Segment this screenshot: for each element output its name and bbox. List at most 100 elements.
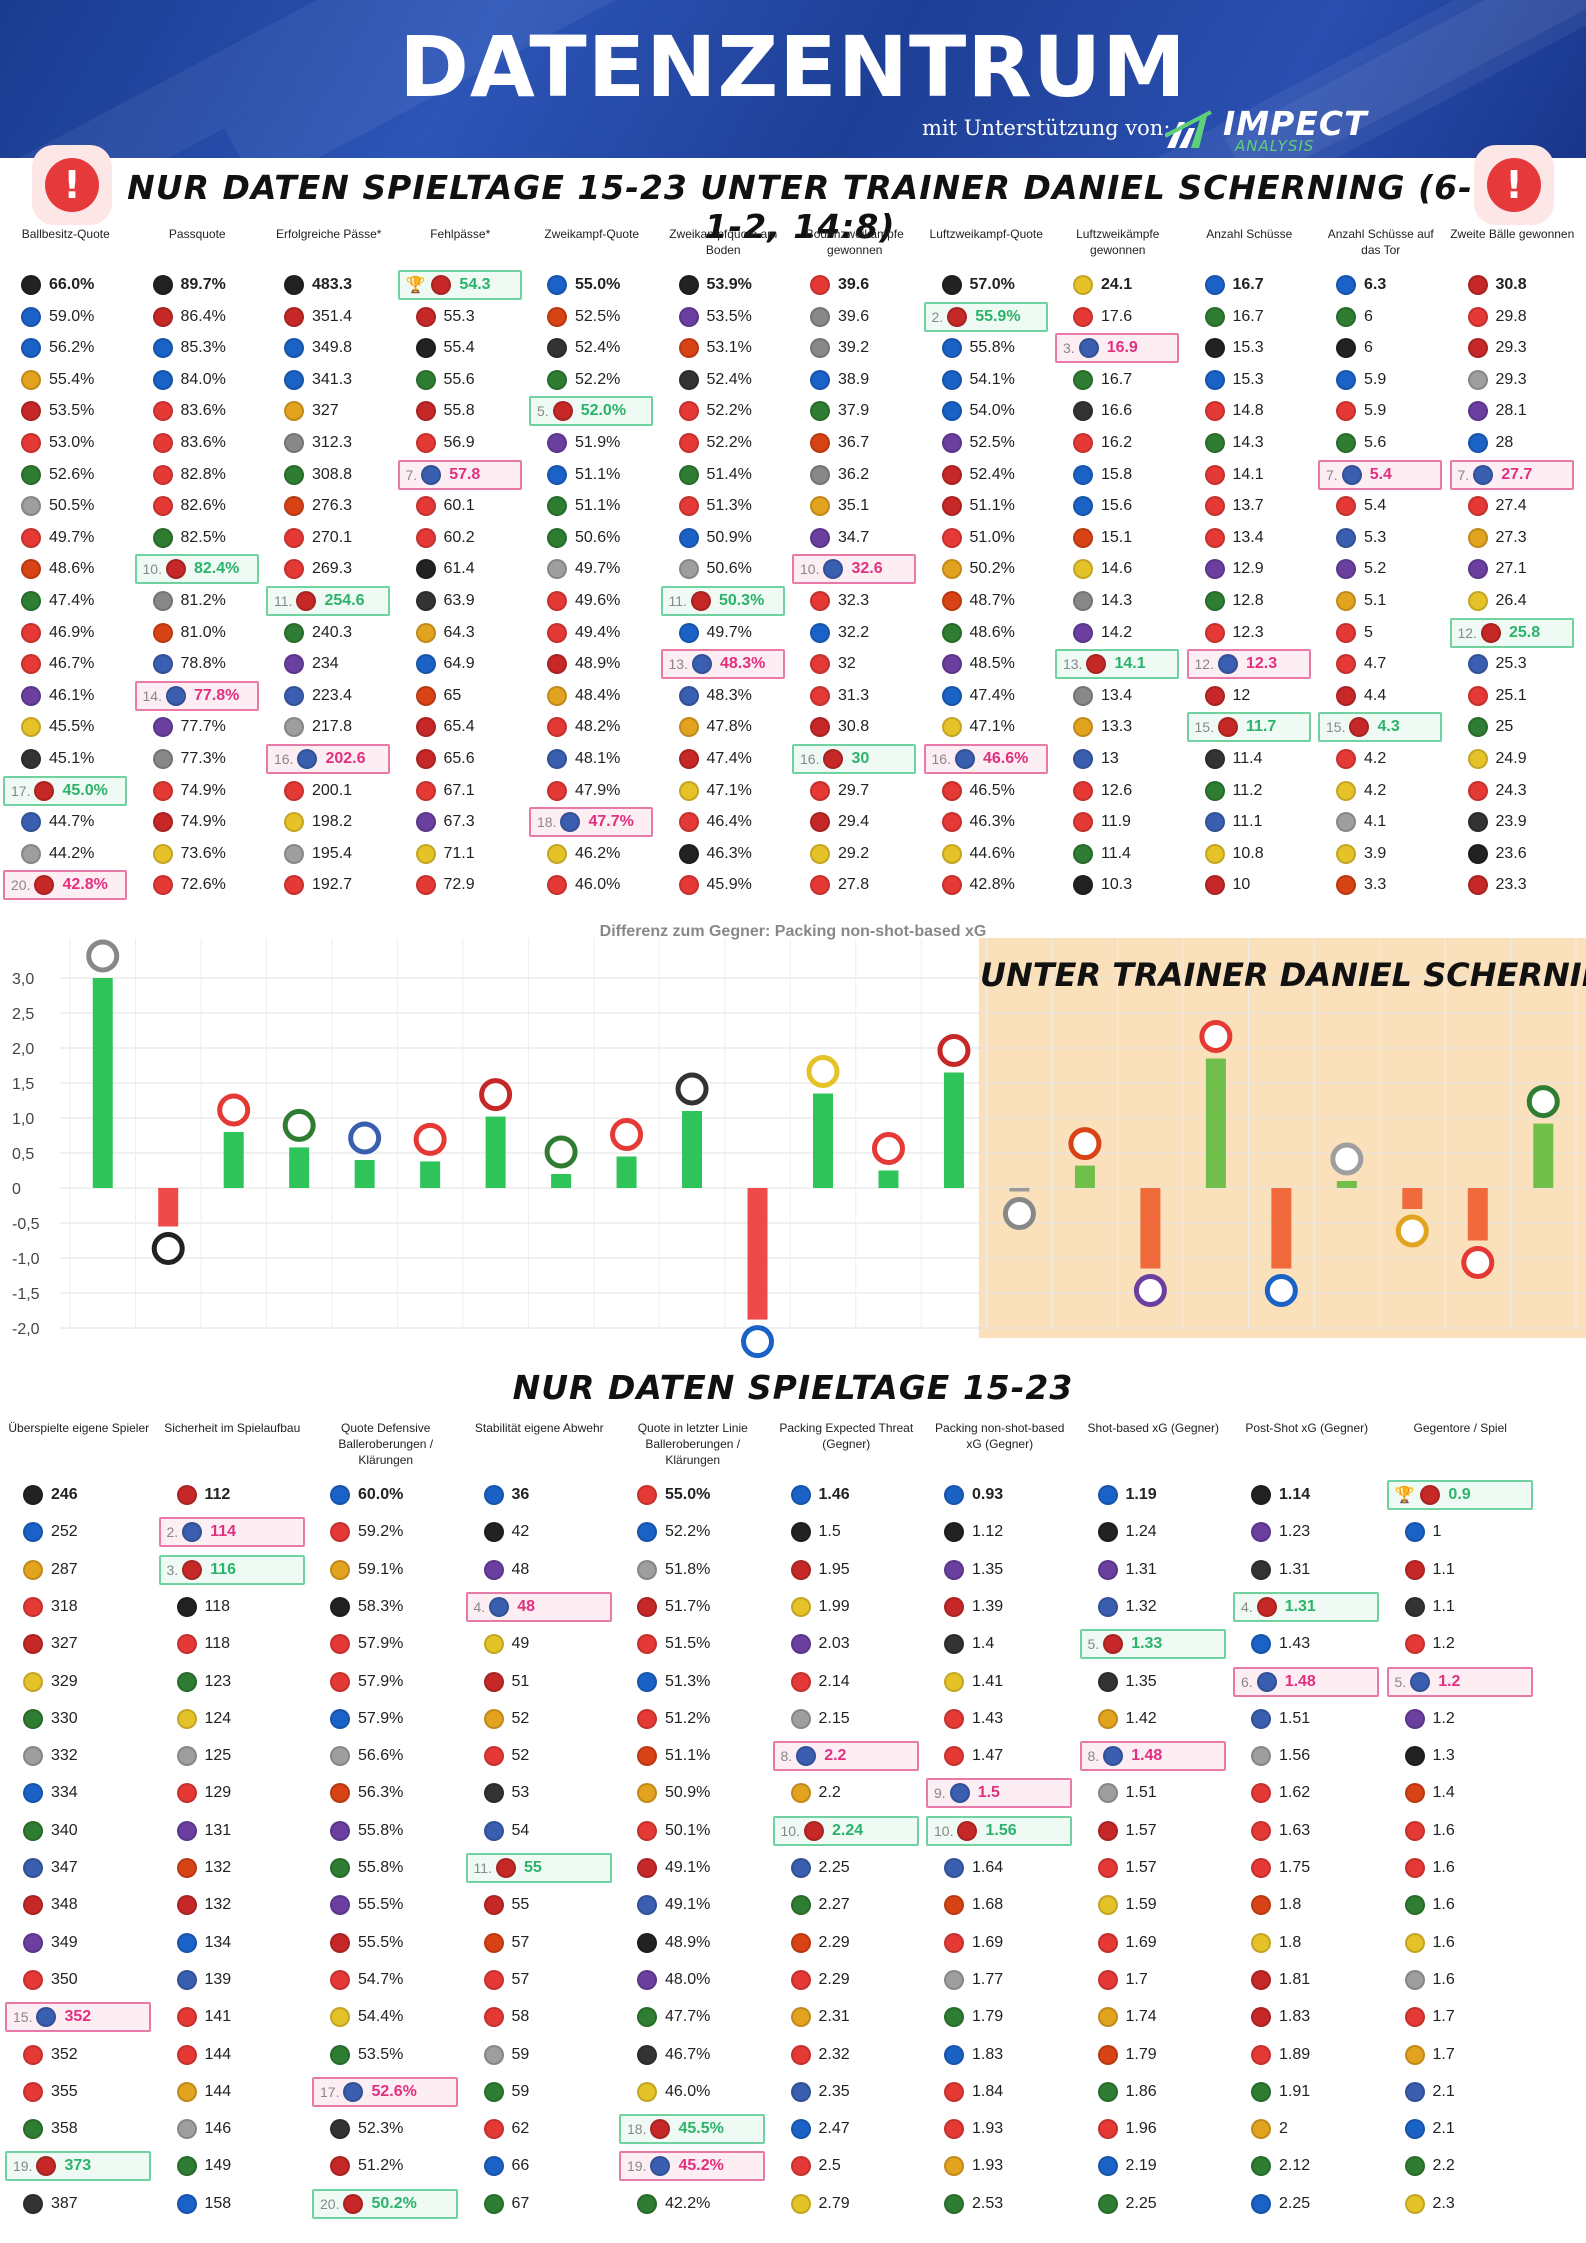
table-cell: 1.1: [1387, 1592, 1533, 1622]
club-crest-icon: [1336, 812, 1356, 833]
rank-label: 8.: [780, 1748, 793, 1765]
cell-value: 1.99: [818, 1597, 850, 1615]
cell-value: 1.23: [1279, 1523, 1311, 1541]
supporter-text: mit Unterstützung von:: [922, 116, 1171, 140]
column-header: Zweikampfquote am Boden: [669, 227, 778, 257]
cell-value: 52.4%: [706, 370, 752, 388]
cell-value: 51.3%: [665, 1672, 711, 1690]
table-cell: 51.1%: [529, 460, 653, 490]
club-crest-icon: [944, 1634, 964, 1655]
cell-value: 62: [511, 2120, 530, 2138]
table-cell: 83.6%: [135, 428, 259, 458]
club-crest-icon: [1336, 369, 1356, 390]
cell-value: 1.24: [1125, 1523, 1157, 1541]
table-cell: 24.3: [1450, 776, 1574, 806]
club-crest-icon: [1404, 2119, 1425, 2140]
table-cell: 51.1%: [924, 491, 1048, 521]
table-cell: 1.86: [1080, 2077, 1226, 2107]
club-crest-icon: [284, 654, 304, 675]
table-cell: 60.1: [398, 491, 522, 521]
table-cell: 1.6: [1387, 1816, 1533, 1846]
table-cell: 30.8: [1450, 270, 1574, 300]
club-crest-icon: [489, 1596, 510, 1617]
y-tick-label: -1,5: [12, 1286, 40, 1303]
club-crest-icon: [790, 1895, 811, 1916]
cell-value: 50.6%: [575, 528, 621, 546]
club-crest-icon: [296, 591, 317, 611]
cell-value: 2.5: [818, 2157, 841, 2175]
club-crest-icon: [176, 1858, 197, 1878]
cell-value: 146: [204, 2120, 232, 2138]
cell-value: 39.2: [838, 339, 870, 357]
club-crest-icon: [1204, 306, 1225, 327]
table-cell: 49.7%: [3, 523, 127, 553]
cell-value: 51: [511, 1672, 530, 1690]
table-cell: 49.4%: [529, 618, 653, 648]
cell-value: 27.7: [1501, 465, 1533, 483]
table-cell: 53.0%: [3, 428, 127, 458]
table-cell: 51.3%: [619, 1667, 765, 1697]
table-cell: 51.1%: [619, 1741, 765, 1771]
table-cell: 42: [466, 1517, 612, 1547]
table-cell: 52.2%: [661, 396, 785, 426]
club-crest-icon: [21, 717, 41, 738]
table-cell: 269.3: [266, 554, 390, 584]
club-crest-icon: [1078, 338, 1099, 359]
cell-value: 234: [312, 655, 339, 673]
table-cell: 44.7%: [3, 807, 127, 837]
table-cell: 59: [466, 2077, 612, 2107]
club-crest-icon: [23, 2081, 43, 2102]
cell-value: 50.5%: [49, 497, 95, 515]
cell-value: 38.9: [838, 370, 870, 388]
club-crest-icon: [810, 717, 830, 738]
club-crest-icon: [806, 1055, 840, 1088]
table-cell: 58: [466, 2002, 612, 2032]
club-crest-icon: [941, 685, 962, 706]
table-cell: 60.2: [398, 523, 522, 553]
club-crest-icon: [152, 464, 173, 485]
rank-label: 16.: [800, 751, 820, 767]
table-cell: 53.5%: [312, 2040, 458, 2070]
club-crest-icon: [1480, 622, 1501, 643]
club-crest-icon: [1204, 369, 1225, 390]
table-cell: 29.7: [792, 776, 916, 806]
cell-value: 44.7%: [49, 813, 95, 831]
club-crest-icon: [1133, 1274, 1167, 1307]
club-crest-icon: [1097, 1783, 1118, 1804]
cell-value: 13.7: [1232, 497, 1264, 515]
club-crest-icon: [483, 1671, 504, 1692]
table-cell: 124: [159, 1704, 305, 1734]
club-crest-icon: [944, 2119, 964, 2140]
cell-value: 2.14: [818, 1672, 850, 1690]
table-cell: 1.47: [926, 1741, 1072, 1771]
club-crest-icon: [1251, 1895, 1271, 1916]
table-cell: 46.3%: [661, 839, 785, 869]
cell-value: 17.6: [1101, 307, 1133, 325]
table-cell: 5.9: [1318, 365, 1442, 395]
cell-value: 5.3: [1364, 528, 1387, 546]
club-crest-icon: [1467, 749, 1488, 769]
club-crest-icon: [947, 306, 968, 327]
cell-value: 47.4%: [706, 750, 752, 767]
table-cell: 2. 55.9%: [923, 301, 1048, 332]
table-cell: 52.4%: [924, 460, 1048, 490]
cell-value: 55: [523, 1859, 542, 1876]
table-cell: 55.8%: [312, 1853, 458, 1883]
cell-value: 16.7: [1232, 276, 1264, 293]
table-cell: 50.1%: [619, 1816, 765, 1846]
table-cell: 144: [159, 2077, 305, 2107]
cell-value: 51.9%: [575, 434, 621, 451]
cell-value: 65.4: [443, 718, 475, 736]
cell-value: 3.3: [1364, 876, 1387, 894]
table-cell: 1.74: [1080, 2002, 1226, 2032]
cell-value: 16.7: [1232, 307, 1264, 325]
warning-badge-left: !: [32, 145, 112, 225]
cell-value: 36: [511, 1486, 530, 1503]
table-cell: 10. 82.4%: [134, 554, 259, 585]
club-crest-icon: [1103, 1746, 1124, 1767]
table-cell: 6. 1.48: [1233, 1666, 1379, 1697]
club-crest-icon: [790, 1522, 811, 1543]
cell-value: 1.48: [1131, 1747, 1163, 1765]
table-cell: 58.3%: [312, 1592, 458, 1622]
table-cell: 14.1: [1187, 460, 1311, 490]
